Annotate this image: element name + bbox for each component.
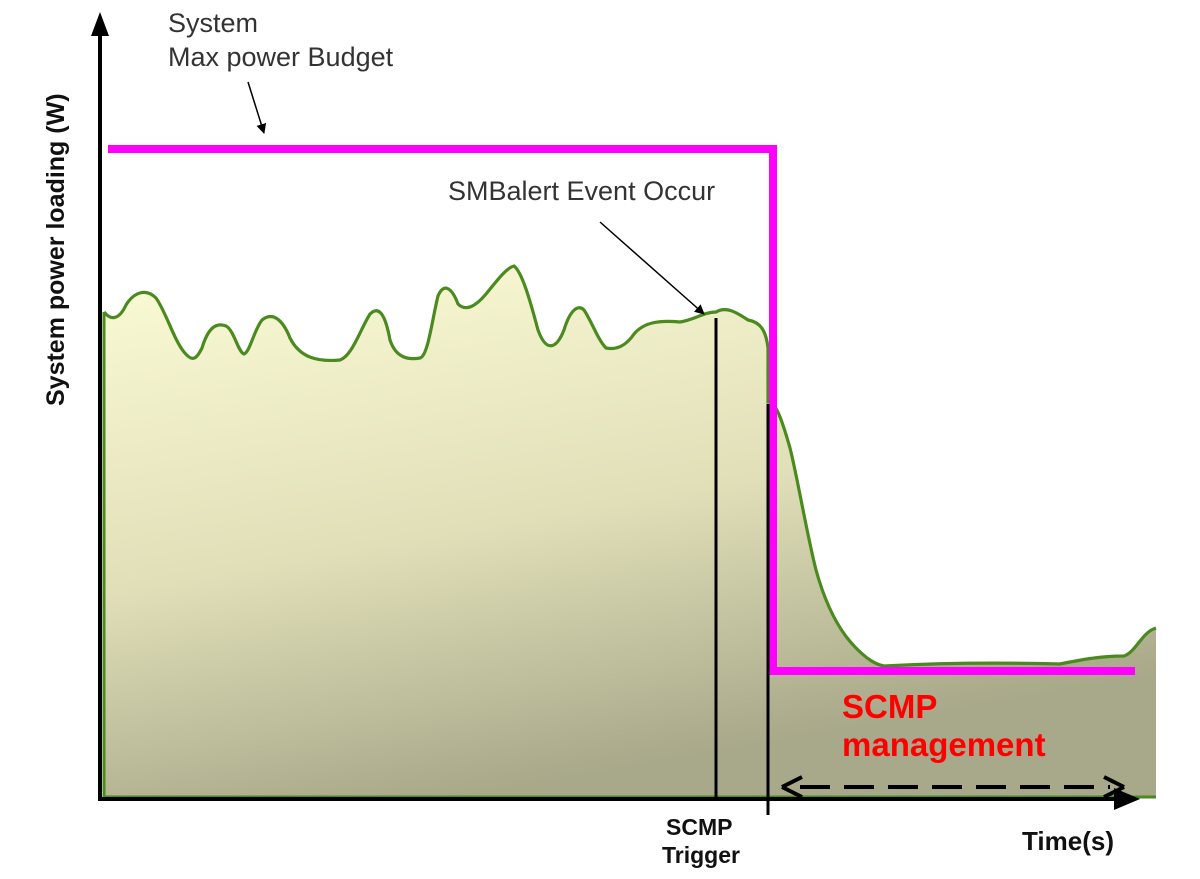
budget-label-line1: System [168, 8, 259, 38]
span-arrowhead-right [1103, 775, 1125, 799]
scmp-management-label-line2: management [842, 726, 1046, 763]
power-load-area [104, 266, 1156, 797]
x-axis-arrowhead [1114, 788, 1140, 810]
span-arrowhead-left [781, 775, 803, 799]
power-load-curve [102, 264, 1157, 668]
smbalert-label: SMBalert Event Occur [448, 176, 716, 206]
scmp-management-label-line1: SCMP [842, 688, 938, 725]
scmp-trigger-label-line2: Trigger [662, 842, 740, 868]
x-axis-label: Time(s) [1022, 826, 1114, 856]
budget-label-line2: Max power Budget [168, 42, 394, 72]
y-axis-arrowhead [91, 12, 109, 36]
y-axis-label: System power loading (W) [42, 93, 70, 406]
budget-annotation-arrow [247, 81, 267, 134]
max-power-budget-line [108, 145, 1135, 675]
smbalert-annotation-arrow [599, 221, 705, 315]
scmp-trigger-label-line1: SCMP [666, 814, 733, 840]
